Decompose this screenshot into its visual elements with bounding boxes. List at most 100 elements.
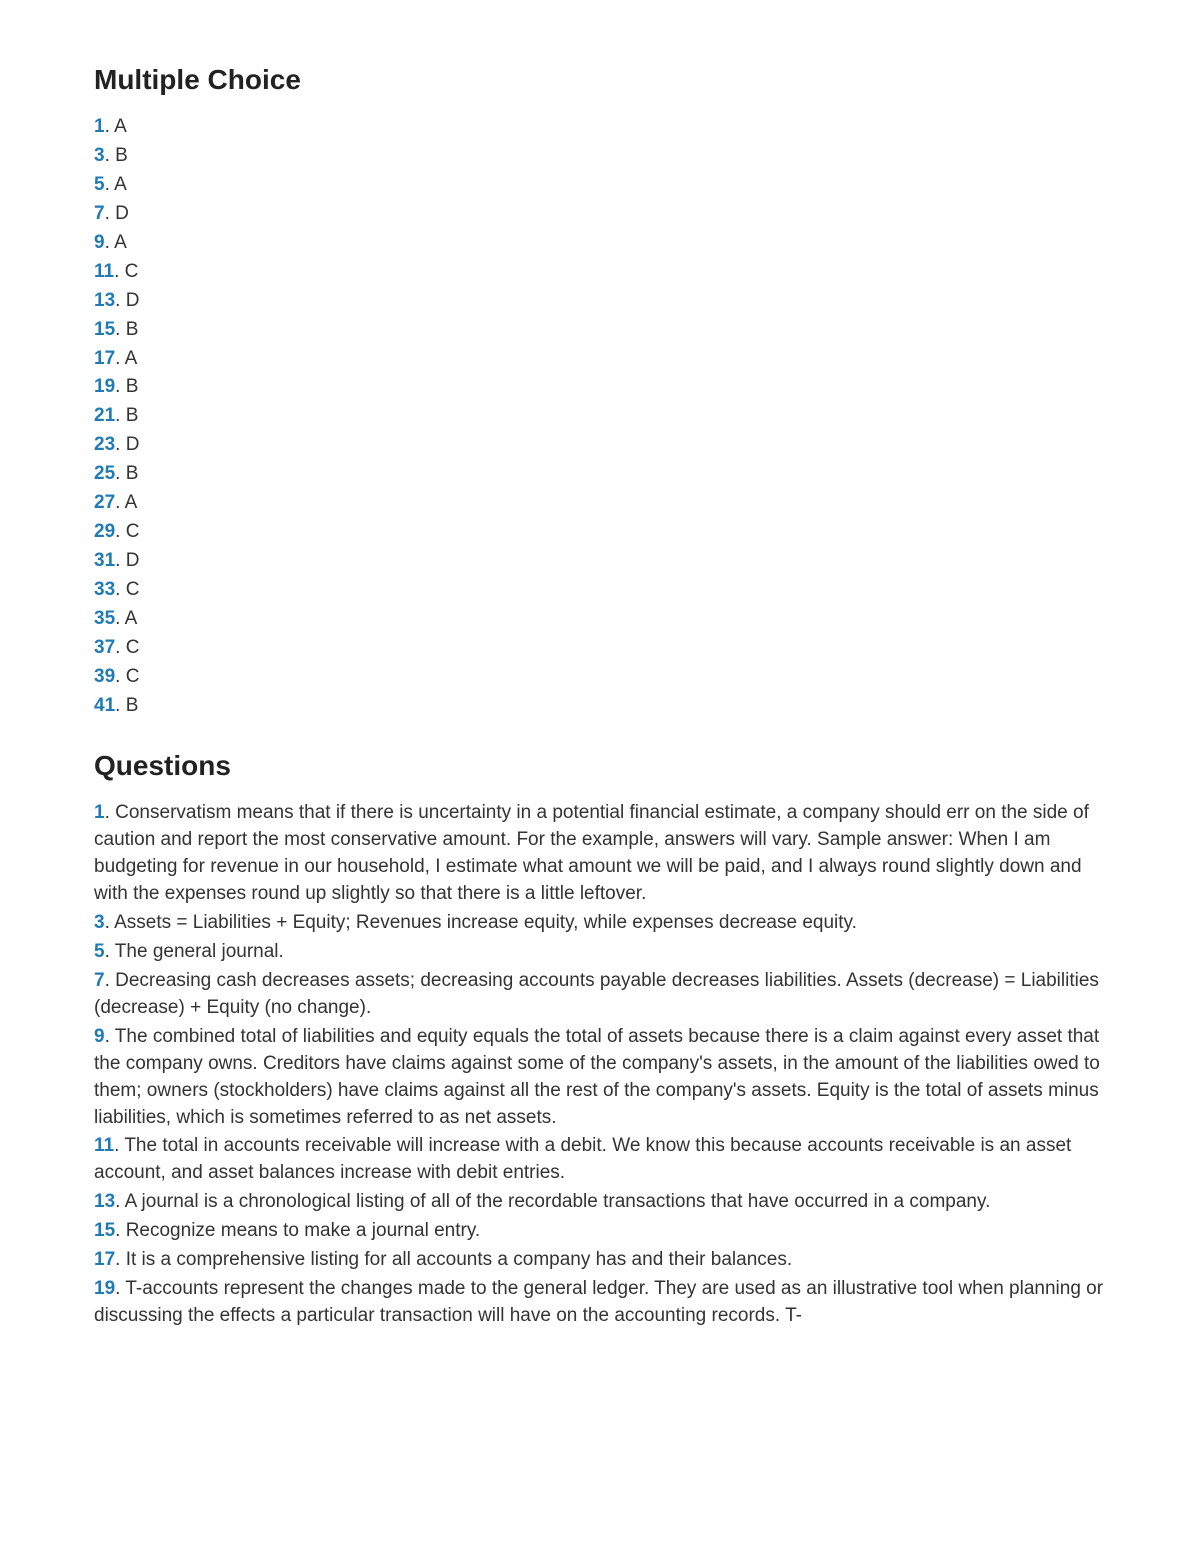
mc-number-link[interactable]: 35	[94, 608, 115, 629]
multiple-choice-list: 1. A3. B5. A7. D9. A11. C13. D15. B17. A…	[94, 114, 1106, 720]
mc-number-link[interactable]: 7	[94, 203, 105, 224]
question-text: T-accounts represent the changes made to…	[94, 1278, 1103, 1326]
mc-row: 13. D	[94, 288, 1106, 315]
mc-row: 41. B	[94, 693, 1106, 720]
question-item: 1. Conservatism means that if there is u…	[94, 800, 1106, 908]
mc-answer: D	[126, 550, 140, 571]
mc-number-link[interactable]: 3	[94, 145, 105, 166]
mc-separator: .	[105, 174, 115, 195]
mc-answer: C	[126, 579, 140, 600]
mc-number-link[interactable]: 31	[94, 550, 115, 571]
mc-number-link[interactable]: 39	[94, 666, 115, 687]
mc-answer: A	[114, 174, 127, 195]
mc-answer: C	[126, 637, 140, 658]
question-text: Conservatism means that if there is unce…	[94, 802, 1089, 904]
mc-separator: .	[105, 203, 116, 224]
mc-number-link[interactable]: 27	[94, 492, 115, 513]
mc-answer: C	[126, 521, 140, 542]
mc-number-link[interactable]: 15	[94, 319, 115, 340]
mc-answer: C	[125, 261, 139, 282]
question-number-link[interactable]: 13	[94, 1191, 115, 1212]
questions-heading: Questions	[94, 746, 1106, 786]
mc-number-link[interactable]: 17	[94, 348, 115, 369]
mc-number-link[interactable]: 5	[94, 174, 105, 195]
mc-row: 5. A	[94, 172, 1106, 199]
mc-number-link[interactable]: 9	[94, 232, 105, 253]
question-separator: .	[105, 912, 115, 933]
mc-number-link[interactable]: 19	[94, 376, 115, 397]
mc-separator: .	[105, 145, 116, 166]
mc-separator: .	[115, 348, 125, 369]
mc-number-link[interactable]: 33	[94, 579, 115, 600]
question-number-link[interactable]: 7	[94, 970, 105, 991]
mc-number-link[interactable]: 41	[94, 695, 115, 716]
mc-answer: B	[126, 695, 139, 716]
mc-number-link[interactable]: 29	[94, 521, 115, 542]
mc-row: 21. B	[94, 403, 1106, 430]
mc-separator: .	[105, 232, 115, 253]
question-number-link[interactable]: 17	[94, 1249, 115, 1270]
mc-separator: .	[115, 376, 126, 397]
mc-separator: .	[115, 579, 126, 600]
mc-answer: A	[114, 116, 127, 137]
question-number-link[interactable]: 3	[94, 912, 105, 933]
question-number-link[interactable]: 19	[94, 1278, 115, 1299]
question-number-link[interactable]: 11	[94, 1135, 114, 1156]
question-text: The combined total of liabilities and eq…	[94, 1026, 1100, 1128]
mc-answer: B	[126, 319, 139, 340]
mc-row: 9. A	[94, 230, 1106, 257]
mc-answer: B	[126, 463, 139, 484]
question-item: 5. The general journal.	[94, 939, 1106, 966]
mc-row: 3. B	[94, 143, 1106, 170]
mc-row: 29. C	[94, 519, 1106, 546]
mc-row: 33. C	[94, 577, 1106, 604]
mc-row: 39. C	[94, 664, 1106, 691]
question-number-link[interactable]: 1	[94, 802, 105, 823]
mc-number-link[interactable]: 11	[94, 261, 114, 282]
mc-separator: .	[115, 463, 126, 484]
question-text: The total in accounts receivable will in…	[94, 1135, 1071, 1183]
question-text: The general journal.	[115, 941, 284, 962]
mc-answer: B	[115, 145, 128, 166]
mc-separator: .	[115, 666, 126, 687]
mc-separator: .	[115, 637, 126, 658]
mc-separator: .	[105, 116, 115, 137]
question-number-link[interactable]: 15	[94, 1220, 115, 1241]
question-number-link[interactable]: 9	[94, 1026, 105, 1047]
question-separator: .	[115, 1278, 125, 1299]
mc-row: 11. C	[94, 259, 1106, 286]
mc-number-link[interactable]: 13	[94, 290, 115, 311]
question-separator: .	[105, 1026, 115, 1047]
mc-separator: .	[114, 261, 125, 282]
multiple-choice-heading: Multiple Choice	[94, 60, 1106, 100]
question-separator: .	[115, 1191, 125, 1212]
question-text: Decreasing cash decreases assets; decrea…	[94, 970, 1099, 1018]
mc-row: 15. B	[94, 317, 1106, 344]
mc-row: 37. C	[94, 635, 1106, 662]
question-separator: .	[105, 941, 115, 962]
mc-row: 35. A	[94, 606, 1106, 633]
question-separator: .	[105, 802, 116, 823]
question-item: 13. A journal is a chronological listing…	[94, 1189, 1106, 1216]
mc-row: 17. A	[94, 346, 1106, 373]
question-number-link[interactable]: 5	[94, 941, 105, 962]
mc-answer: A	[125, 348, 138, 369]
mc-row: 31. D	[94, 548, 1106, 575]
mc-separator: .	[115, 695, 126, 716]
mc-number-link[interactable]: 37	[94, 637, 115, 658]
mc-number-link[interactable]: 23	[94, 434, 115, 455]
question-separator: .	[115, 1249, 126, 1270]
mc-row: 7. D	[94, 201, 1106, 228]
mc-answer: B	[126, 405, 139, 426]
question-item: 7. Decreasing cash decreases assets; dec…	[94, 968, 1106, 1022]
mc-separator: .	[115, 492, 125, 513]
mc-number-link[interactable]: 1	[94, 116, 105, 137]
mc-number-link[interactable]: 25	[94, 463, 115, 484]
question-separator: .	[114, 1135, 124, 1156]
question-item: 15. Recognize means to make a journal en…	[94, 1218, 1106, 1245]
mc-answer: A	[125, 492, 138, 513]
question-item: 19. T-accounts represent the changes mad…	[94, 1276, 1106, 1330]
mc-number-link[interactable]: 21	[94, 405, 115, 426]
question-item: 3. Assets = Liabilities + Equity; Revenu…	[94, 910, 1106, 937]
mc-separator: .	[115, 290, 126, 311]
